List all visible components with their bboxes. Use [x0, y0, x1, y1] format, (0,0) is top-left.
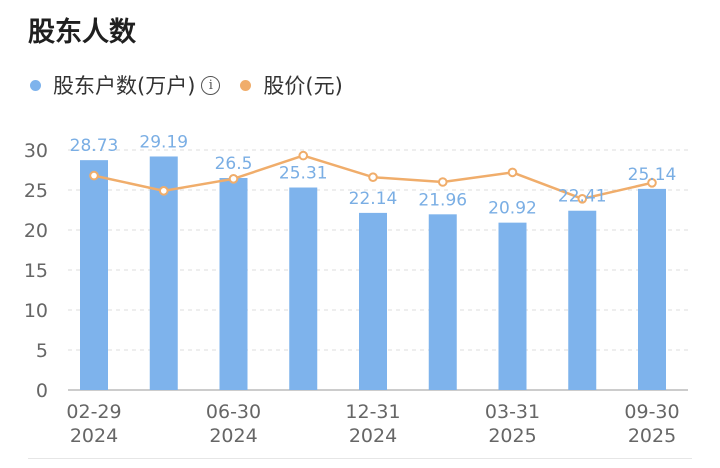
bar-data-label: 25.14 — [628, 165, 677, 185]
price-point — [437, 177, 448, 187]
y-tick-label: 30 — [24, 140, 48, 162]
price-point — [507, 167, 518, 178]
chart-legend: 股东户数(万户) i 股价(元) — [30, 70, 363, 100]
x-tick-label: 12-31 — [345, 401, 400, 423]
price-point — [647, 178, 657, 188]
bar — [428, 214, 457, 390]
bar — [638, 188, 666, 390]
price-point — [577, 194, 588, 204]
bar — [289, 187, 318, 390]
x-tick-label: 2024 — [70, 425, 118, 447]
bar-data-label: 20.92 — [488, 199, 537, 219]
legend-line-marker — [240, 79, 252, 91]
x-tick-label: 09-30 — [624, 401, 679, 423]
x-tick-label: 03-31 — [485, 401, 540, 423]
legend-line-label: 股价(元) — [263, 74, 343, 98]
x-tick-label: 2025 — [488, 425, 536, 447]
bar-data-label: 21.96 — [418, 190, 467, 210]
info-icon[interactable]: i — [201, 75, 221, 95]
price-point — [158, 186, 169, 196]
bar-data-label: 22.41 — [558, 187, 607, 207]
bar — [219, 178, 248, 390]
legend-item-holders[interactable]: 股东户数(万户) i — [30, 70, 221, 100]
x-tick-label: 06-30 — [206, 401, 261, 423]
price-point — [368, 172, 378, 182]
bar-data-label: 26.5 — [215, 154, 253, 174]
y-tick-label: 20 — [24, 220, 48, 242]
price-point — [298, 150, 309, 161]
x-tick-label: 2025 — [628, 425, 676, 447]
y-tick-label: 10 — [24, 300, 48, 322]
legend-bar-marker — [30, 79, 41, 91]
bar — [359, 212, 387, 390]
x-tick-label: 2024 — [349, 425, 397, 447]
legend-item-price[interactable]: 股价(元) — [240, 70, 343, 100]
bar — [568, 210, 597, 390]
chart-title: 股东人数 — [28, 17, 136, 48]
bar-data-label: 29.19 — [139, 132, 188, 152]
bar — [80, 160, 108, 390]
y-tick-label: 25 — [24, 180, 48, 202]
x-tick-label: 2024 — [209, 425, 257, 447]
price-point — [89, 170, 99, 181]
footer-divider — [28, 458, 692, 459]
bar — [498, 222, 527, 390]
price-point — [228, 174, 239, 184]
legend-bar-label: 股东户数(万户) — [53, 74, 196, 98]
y-tick-label: 5 — [36, 340, 48, 362]
bar-data-label: 22.14 — [349, 189, 398, 209]
bar-data-label: 28.73 — [70, 136, 119, 156]
y-tick-label: 0 — [36, 380, 48, 402]
bar-data-label: 25.31 — [279, 164, 328, 184]
x-tick-label: 02-29 — [66, 401, 121, 423]
y-tick-label: 15 — [24, 260, 48, 282]
